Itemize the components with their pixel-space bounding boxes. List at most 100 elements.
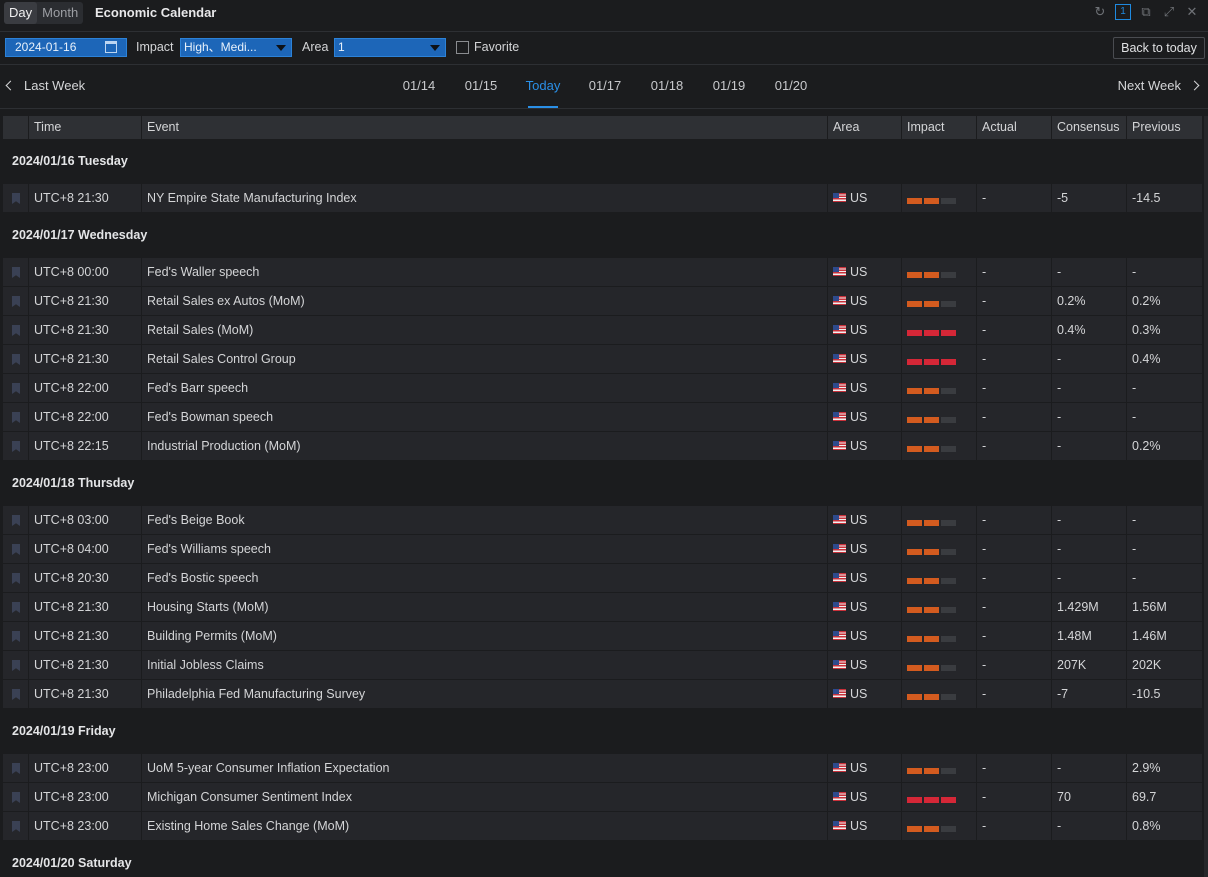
impact-cell	[902, 651, 977, 679]
bookmark-icon[interactable]	[12, 660, 20, 671]
bookmark-icon[interactable]	[12, 383, 20, 394]
table-row[interactable]: UTC+8 00:00 Fed's Waller speech US - - -	[3, 258, 1203, 287]
impact-cell	[902, 535, 977, 563]
event-cell[interactable]: Retail Sales Control Group	[142, 345, 828, 373]
impact-bar	[941, 417, 956, 423]
day-tab[interactable]: Today	[512, 66, 574, 108]
time-cell: UTC+8 23:00	[29, 783, 142, 811]
actual-cell: -	[977, 812, 1052, 840]
impact-meter	[907, 797, 956, 803]
day-tab[interactable]: 01/19	[712, 78, 746, 93]
bookmark-icon[interactable]	[12, 354, 20, 365]
event-cell[interactable]: Housing Starts (MoM)	[142, 593, 828, 621]
day-tab[interactable]: 01/20	[774, 78, 808, 93]
impact-bar	[941, 826, 956, 832]
table-row[interactable]: UTC+8 21:30 Retail Sales ex Autos (MoM) US…	[3, 287, 1203, 316]
scrollbar[interactable]	[1204, 116, 1208, 877]
bookmark-icon[interactable]	[12, 602, 20, 613]
calendar-icon[interactable]	[105, 41, 117, 53]
event-cell[interactable]: Industrial Production (MoM)	[142, 432, 828, 460]
bookmark-icon[interactable]	[12, 412, 20, 423]
table-row[interactable]: UTC+8 22:15 Industrial Production (MoM) US…	[3, 432, 1203, 461]
table-row[interactable]: UTC+8 23:00 Michigan Consumer Sentiment I…	[3, 783, 1203, 812]
event-cell[interactable]: Fed's Beige Book	[142, 506, 828, 534]
link-group-icon[interactable]: 1	[1115, 4, 1131, 20]
day-tab[interactable]: 01/15	[464, 78, 498, 93]
bookmark-icon[interactable]	[12, 573, 20, 584]
event-cell[interactable]: Fed's Williams speech	[142, 535, 828, 563]
next-week-button[interactable]: Next Week	[1118, 78, 1200, 93]
impact-meter	[907, 578, 956, 584]
bookmark-icon[interactable]	[12, 689, 20, 700]
tab-day[interactable]: Day	[4, 2, 38, 24]
area-select[interactable]: 1	[334, 38, 446, 57]
bookmark-icon[interactable]	[12, 267, 20, 278]
bookmark-icon[interactable]	[12, 515, 20, 526]
bookmark-icon[interactable]	[12, 296, 20, 307]
table-row[interactable]: UTC+8 23:00 UoM 5-year Consumer Inflation…	[3, 754, 1203, 783]
event-cell[interactable]: Philadelphia Fed Manufacturing Survey	[142, 680, 828, 708]
last-week-button[interactable]: Last Week	[5, 78, 85, 93]
table-row[interactable]: UTC+8 21:30 Retail Sales Control Group US -…	[3, 345, 1203, 374]
table-row[interactable]: UTC+8 21:30 Philadelphia Fed Manufacturin…	[3, 680, 1203, 709]
event-cell[interactable]: UoM 5-year Consumer Inflation Expectatio…	[142, 754, 828, 782]
table-row[interactable]: UTC+8 03:00 Fed's Beige Book US - - -	[3, 506, 1203, 535]
restore-window-icon[interactable]: ⧉	[1141, 4, 1151, 19]
event-cell[interactable]: Fed's Barr speech	[142, 374, 828, 402]
maximize-icon[interactable]: ⤢	[1163, 4, 1175, 19]
impact-bar	[924, 578, 939, 584]
event-cell[interactable]: Initial Jobless Claims	[142, 651, 828, 679]
table-row[interactable]: UTC+8 21:30 Building Permits (MoM) US -1.48…	[3, 622, 1203, 651]
table-row[interactable]: UTC+8 23:00 Existing Home Sales Change (M…	[3, 812, 1203, 841]
table-row[interactable]: UTC+8 22:00 Fed's Barr speech US - - -	[3, 374, 1203, 403]
bookmark-icon[interactable]	[12, 763, 20, 774]
time-cell: UTC+8 23:00	[29, 754, 142, 782]
day-tab[interactable]: 01/18	[650, 78, 684, 93]
actual-cell: -	[977, 403, 1052, 431]
impact-select[interactable]: High、Medi...	[180, 38, 292, 57]
table-row[interactable]: UTC+8 21:30 Housing Starts (MoM) US -1.429M…	[3, 593, 1203, 622]
bookmark-icon[interactable]	[12, 193, 20, 204]
day-tab[interactable]: 01/14	[402, 78, 436, 93]
consensus-cell: -	[1052, 374, 1127, 402]
impact-bar	[924, 826, 939, 832]
favorite-checkbox[interactable]	[456, 41, 469, 54]
day-tab[interactable]: 01/17	[588, 78, 622, 93]
actual-cell: -	[977, 622, 1052, 650]
event-cell[interactable]: NY Empire State Manufacturing Index	[142, 184, 828, 212]
bookmark-icon[interactable]	[12, 325, 20, 336]
tab-month[interactable]: Month	[42, 5, 79, 20]
table-row[interactable]: UTC+8 21:30 Initial Jobless Claims US -207K…	[3, 651, 1203, 680]
event-cell[interactable]: Retail Sales (MoM)	[142, 316, 828, 344]
bookmark-icon[interactable]	[12, 792, 20, 803]
bookmark-icon[interactable]	[12, 544, 20, 555]
event-cell[interactable]: Michigan Consumer Sentiment Index	[142, 783, 828, 811]
event-cell[interactable]: Fed's Bostic speech	[142, 564, 828, 592]
table-row[interactable]: UTC+8 21:30 NY Empire State Manufacturing…	[3, 184, 1203, 213]
area-label: US	[850, 600, 868, 614]
bookmark-icon[interactable]	[12, 441, 20, 452]
table-row[interactable]: UTC+8 20:30 Fed's Bostic speech US - - -	[3, 564, 1203, 593]
close-icon[interactable]: ✕	[1186, 4, 1198, 19]
area-cell: US	[828, 564, 902, 592]
event-cell[interactable]: Retail Sales ex Autos (MoM)	[142, 287, 828, 315]
table-row[interactable]: UTC+8 22:00 Fed's Bowman speech US - - -	[3, 403, 1203, 432]
back-to-today-button[interactable]: Back to today	[1113, 37, 1205, 59]
table-row[interactable]: UTC+8 21:30 Retail Sales (MoM) US -0.4% 0.3%	[3, 316, 1203, 345]
date-picker[interactable]: 2024-01-16	[5, 38, 127, 57]
time-cell: UTC+8 21:30	[29, 622, 142, 650]
area-cell: US	[828, 316, 902, 344]
table-row[interactable]: UTC+8 04:00 Fed's Williams speech US - - -	[3, 535, 1203, 564]
event-cell[interactable]: Building Permits (MoM)	[142, 622, 828, 650]
refresh-icon[interactable]: ↻	[1094, 4, 1106, 19]
favorite-label[interactable]: Favorite	[474, 40, 520, 54]
actual-cell: -	[977, 593, 1052, 621]
impact-bar	[924, 198, 939, 204]
event-cell[interactable]: Fed's Waller speech	[142, 258, 828, 286]
event-cell[interactable]: Existing Home Sales Change (MoM)	[142, 812, 828, 840]
event-cell[interactable]: Fed's Bowman speech	[142, 403, 828, 431]
impact-bar	[907, 446, 922, 452]
bookmark-icon[interactable]	[12, 631, 20, 642]
impact-meter	[907, 826, 956, 832]
bookmark-icon[interactable]	[12, 821, 20, 832]
